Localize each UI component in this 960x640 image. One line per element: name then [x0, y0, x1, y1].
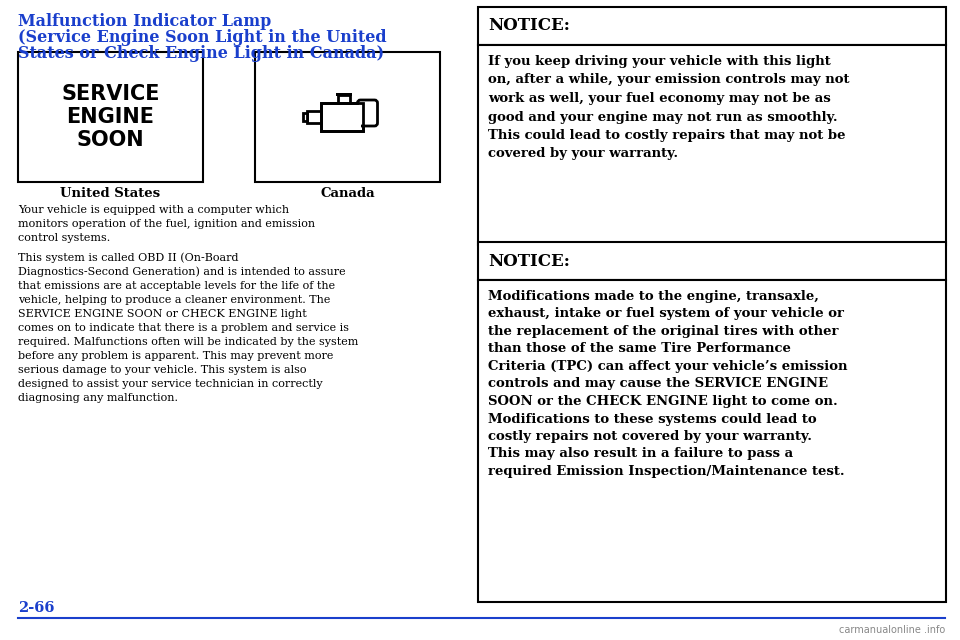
Text: United States: United States: [60, 187, 160, 200]
Bar: [478, 45, 946, 245]
Text: Your vehicle is equipped with a computer which
monitors operation of the fuel, i: Your vehicle is equipped with a computer…: [18, 205, 315, 243]
Text: 2-66: 2-66: [18, 601, 55, 615]
Bar: [478, 242, 946, 280]
Text: Modifications made to the engine, transaxle,
exhaust, intake or fuel system of y: Modifications made to the engine, transa…: [488, 290, 848, 478]
Text: (Service Engine Soon Light in the United: (Service Engine Soon Light in the United: [18, 29, 387, 46]
Text: NOTICE:: NOTICE:: [488, 17, 570, 35]
Bar: [302, 113, 306, 121]
Bar: [306, 111, 321, 123]
Bar: [478, 280, 946, 602]
FancyBboxPatch shape: [357, 100, 377, 126]
Text: carmanualonline .info: carmanualonline .info: [839, 625, 945, 635]
Bar: [323, 105, 361, 129]
Text: Canada: Canada: [321, 187, 374, 200]
Bar: [478, 7, 946, 45]
Text: Malfunction Indicator Lamp: Malfunction Indicator Lamp: [18, 13, 272, 30]
Text: If you keep driving your vehicle with this light
on, after a while, your emissio: If you keep driving your vehicle with th…: [488, 55, 850, 161]
Text: SERVICE
ENGINE
SOON: SERVICE ENGINE SOON: [61, 84, 159, 150]
Text: This system is called OBD II (On-Board
Diagnostics-Second Generation) and is int: This system is called OBD II (On-Board D…: [18, 252, 358, 403]
Bar: [335, 93, 351, 96]
Bar: [18, 52, 203, 182]
Bar: [338, 95, 349, 103]
Text: NOTICE:: NOTICE:: [488, 253, 570, 269]
Bar: [321, 103, 363, 131]
Bar: [321, 103, 363, 131]
Text: States or Check Engine Light in Canada): States or Check Engine Light in Canada): [18, 45, 384, 62]
Bar: [255, 52, 440, 182]
